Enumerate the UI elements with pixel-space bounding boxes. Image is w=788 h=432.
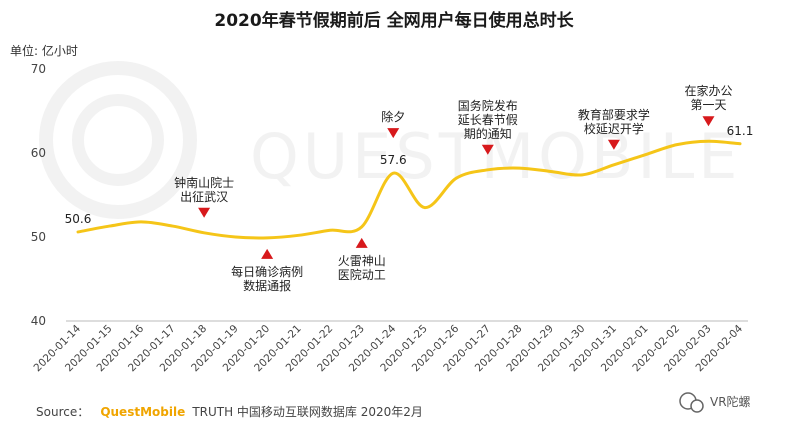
y-axis-unit-label: 单位: 亿小时 — [10, 43, 78, 58]
event-marker — [261, 248, 274, 259]
source-text: TRUTH 中国移动互联网数据库 2020年2月 — [191, 404, 423, 419]
source-note: Source： QuestMobile TRUTH 中国移动互联网数据库 202… — [36, 401, 423, 420]
y-tick-label: 60 — [31, 146, 46, 160]
annotation-text: 医院动工 — [338, 268, 386, 282]
annotation-text: 钟南山院士 — [174, 175, 234, 190]
watermark-text: VR陀螺 — [710, 394, 751, 409]
annotation-text: 延长春节假 — [458, 113, 518, 127]
annotation-text: 国务院发布 — [458, 98, 518, 113]
annotation-text: 数据通报 — [243, 278, 291, 293]
wechat-icon — [679, 392, 704, 413]
annotation-text: 火雷神山 — [338, 254, 386, 268]
data-label: 61.1 — [727, 124, 754, 138]
annotation-text: 校延迟开学 — [584, 121, 644, 136]
wechat-watermark: VR陀螺 — [679, 392, 751, 413]
event-marker — [481, 144, 494, 155]
y-tick-label: 50 — [31, 230, 46, 244]
annotation-text: 教育部要求学 — [578, 107, 650, 122]
event-marker — [387, 128, 400, 139]
data-label: 57.6 — [380, 153, 407, 167]
background-watermark-text: QUESTMOBILE — [250, 120, 741, 193]
data-label: 50.6 — [65, 212, 92, 226]
event-marker — [702, 116, 715, 127]
chart-title: 2020年春节假期前后 全网用户每日使用总时长 — [214, 10, 574, 31]
event-marker — [607, 139, 620, 150]
event-marker — [355, 237, 368, 248]
annotation-text: 出征武汉 — [180, 190, 228, 204]
y-axis: 40 50 60 70 — [31, 62, 46, 328]
series-line — [76, 139, 742, 240]
annotation-text: 第一天 — [690, 98, 726, 112]
y-tick-label: 70 — [31, 62, 46, 76]
annotation-text: 期的通知 — [464, 126, 512, 141]
background-watermark: QUESTMOBILE — [39, 61, 741, 219]
event-marker — [198, 207, 211, 218]
x-axis: 2020-01-142020-01-152020-01-162020-01-17… — [31, 322, 745, 374]
source-brand: QuestMobile — [100, 405, 185, 419]
annotation-text: 除夕 — [381, 109, 405, 124]
y-tick-label: 40 — [31, 314, 46, 328]
annotation: 除夕 — [381, 109, 405, 139]
annotation-text: 每日确诊病例 — [231, 264, 303, 279]
svg-text:Source： QuestMobile: Source： QuestMobile TRUTH 中国移动互联网数据库 202… — [36, 401, 423, 420]
data-labels: 50.6 57.6 61.1 — [65, 124, 754, 226]
source-prefix: Source： — [36, 405, 89, 419]
annotation-text: 在家办公 — [684, 83, 732, 98]
annotations: 钟南山院士出征武汉每日确诊病例数据通报火雷神山医院动工除夕国务院发布延长春节假期… — [174, 83, 732, 293]
